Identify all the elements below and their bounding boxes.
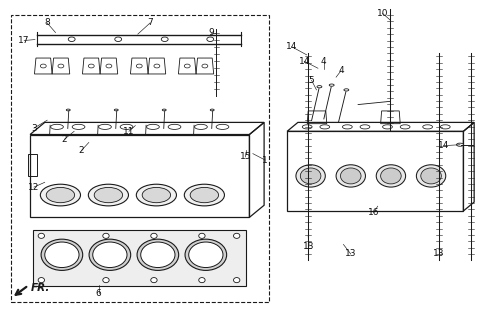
Ellipse shape [184, 184, 224, 206]
Text: 14: 14 [299, 57, 310, 66]
Text: 6: 6 [96, 289, 102, 298]
Text: 4: 4 [321, 57, 327, 66]
Ellipse shape [38, 233, 45, 238]
Ellipse shape [234, 233, 240, 238]
Text: 9: 9 [208, 28, 214, 37]
Text: 5: 5 [309, 76, 314, 85]
Ellipse shape [161, 37, 168, 42]
Text: 4: 4 [338, 66, 344, 75]
Ellipse shape [207, 37, 214, 42]
Ellipse shape [210, 109, 214, 111]
Text: 13: 13 [433, 250, 445, 259]
Ellipse shape [142, 188, 170, 203]
Ellipse shape [376, 165, 406, 187]
Ellipse shape [185, 239, 227, 270]
Ellipse shape [89, 239, 131, 270]
Text: 8: 8 [44, 19, 50, 28]
Ellipse shape [300, 168, 321, 184]
Text: 11: 11 [123, 127, 135, 136]
Text: 14: 14 [286, 42, 298, 52]
Ellipse shape [103, 277, 109, 283]
Text: FR.: FR. [31, 283, 51, 293]
Ellipse shape [41, 239, 82, 270]
Ellipse shape [189, 242, 223, 268]
Text: 13: 13 [345, 250, 356, 259]
Ellipse shape [136, 184, 176, 206]
Ellipse shape [94, 188, 123, 203]
Ellipse shape [162, 109, 166, 111]
Ellipse shape [344, 89, 349, 91]
Bar [11, 15, 269, 302]
Ellipse shape [141, 242, 175, 268]
Text: 16: 16 [368, 208, 380, 217]
Ellipse shape [151, 233, 157, 238]
Text: 15: 15 [240, 152, 251, 161]
Ellipse shape [457, 143, 464, 146]
Ellipse shape [40, 184, 81, 206]
Ellipse shape [68, 37, 75, 42]
Text: 14: 14 [438, 141, 449, 150]
Ellipse shape [234, 277, 240, 283]
Ellipse shape [137, 239, 179, 270]
Ellipse shape [329, 84, 334, 86]
Ellipse shape [66, 109, 70, 111]
Ellipse shape [151, 277, 157, 283]
Text: 1: 1 [262, 156, 268, 164]
Bar [32, 230, 246, 286]
Ellipse shape [296, 165, 326, 187]
Text: 7: 7 [147, 19, 153, 28]
Ellipse shape [115, 37, 122, 42]
Ellipse shape [88, 184, 129, 206]
Ellipse shape [416, 165, 446, 187]
Ellipse shape [103, 233, 109, 238]
Ellipse shape [46, 188, 75, 203]
Ellipse shape [199, 233, 205, 238]
Ellipse shape [340, 168, 361, 184]
Text: 3: 3 [31, 124, 37, 132]
Ellipse shape [317, 86, 322, 88]
Ellipse shape [38, 277, 45, 283]
Text: 2: 2 [61, 135, 67, 144]
Ellipse shape [199, 277, 205, 283]
Text: 10: 10 [377, 9, 388, 18]
Ellipse shape [93, 242, 127, 268]
Ellipse shape [45, 242, 79, 268]
Ellipse shape [421, 168, 441, 184]
Text: 2: 2 [79, 146, 84, 155]
Ellipse shape [190, 188, 218, 203]
Ellipse shape [381, 168, 401, 184]
Text: 13: 13 [303, 242, 315, 251]
Text: 12: 12 [28, 183, 40, 192]
Ellipse shape [336, 165, 365, 187]
Ellipse shape [114, 109, 118, 111]
Text: 17: 17 [19, 36, 30, 45]
